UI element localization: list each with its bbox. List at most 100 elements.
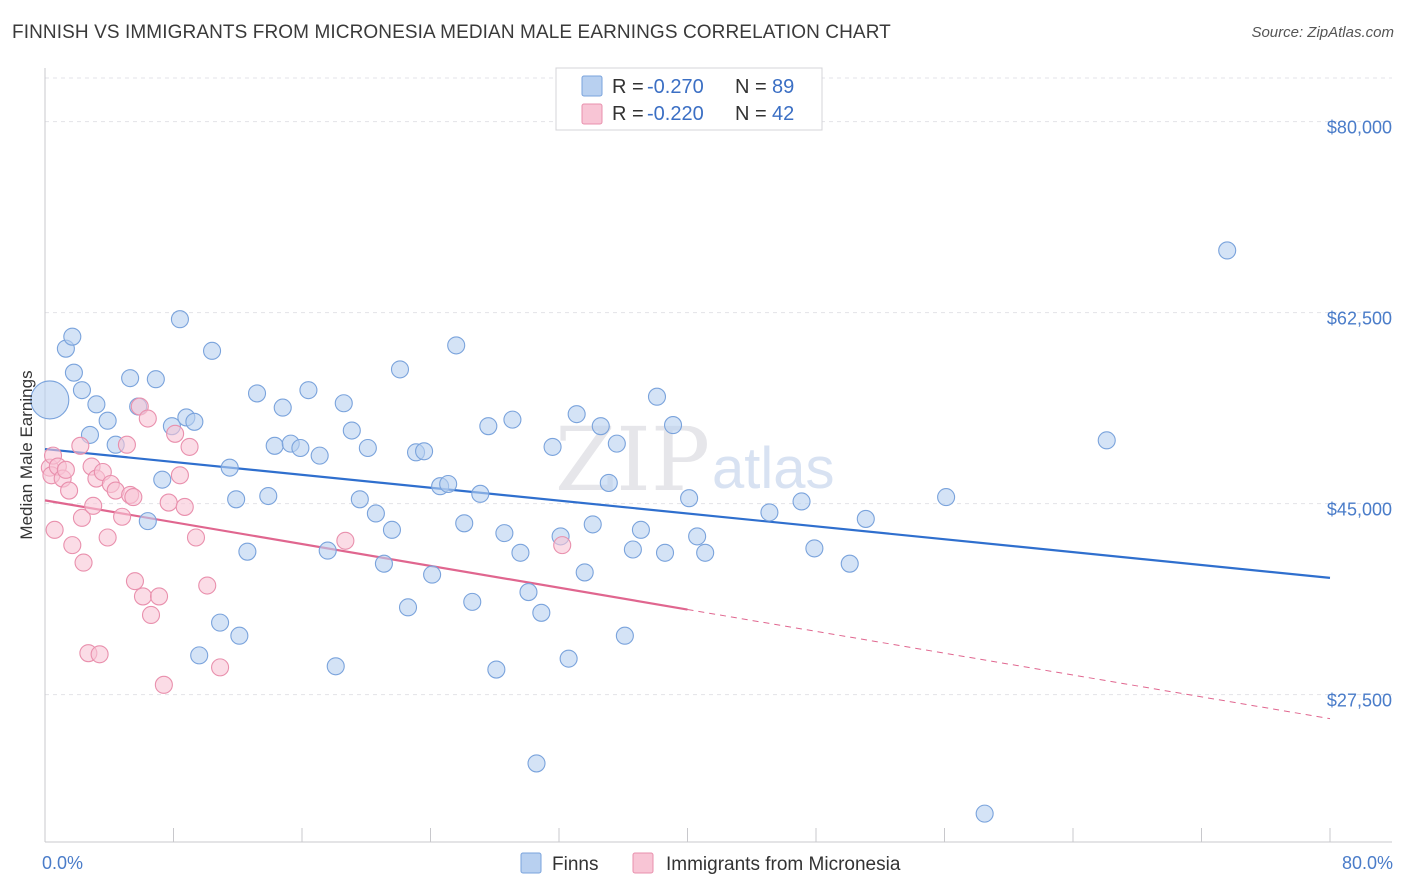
micronesia-point <box>74 553 93 572</box>
finns-point <box>238 542 257 561</box>
micronesia-point <box>117 435 136 454</box>
micronesia-point <box>149 587 169 606</box>
finns-point <box>760 503 779 522</box>
finns-point <box>423 565 442 584</box>
micronesia-point <box>211 658 230 677</box>
finns-point <box>495 524 514 543</box>
finns-point <box>342 421 361 440</box>
finns-point <box>655 543 675 562</box>
finns-point <box>366 504 385 523</box>
micronesia-point <box>133 587 153 606</box>
finns-point <box>599 473 618 492</box>
watermark-atlas: atlas <box>712 436 835 501</box>
finns-point <box>382 520 402 539</box>
finns-point <box>631 520 650 539</box>
grid-layer <box>45 77 1392 696</box>
micronesia-point <box>553 536 572 555</box>
legend-micronesia-label: Immigrants from Micronesia <box>666 854 901 875</box>
micronesia-point <box>72 508 91 527</box>
finns-point <box>511 543 530 562</box>
finns-point <box>680 489 699 508</box>
finns-point <box>519 583 538 602</box>
micronesia-r-value: -0.220 <box>647 103 704 125</box>
finns-point <box>310 446 329 465</box>
finns-point <box>463 592 482 611</box>
micronesia-point <box>125 572 144 591</box>
micronesia-point <box>175 497 194 516</box>
finns-point <box>203 341 222 360</box>
finns-point <box>471 484 490 503</box>
finns-point <box>623 540 642 559</box>
finns-point <box>299 381 318 400</box>
micronesia-n-label: N = <box>735 103 767 125</box>
micronesia-point <box>60 481 79 500</box>
finns-point <box>64 363 83 382</box>
finns-point <box>190 646 209 665</box>
finns-point <box>591 417 610 436</box>
finns-r-value: -0.270 <box>647 76 704 98</box>
finns-point <box>583 515 602 534</box>
finns-point <box>856 509 875 528</box>
finns-point <box>211 613 230 632</box>
finns-point <box>87 395 106 414</box>
y-axis-title: Median Male Earnings <box>17 370 36 539</box>
chart-source: Source: ZipAtlas.com <box>1251 24 1394 41</box>
finns-point <box>696 543 715 562</box>
micronesia-point <box>166 424 185 443</box>
finns-r-label: R = <box>612 76 644 98</box>
finns-point <box>358 438 377 458</box>
points-layer <box>30 241 1237 823</box>
finns-point <box>63 327 82 346</box>
finns-point <box>688 527 707 546</box>
micronesia-point <box>84 496 103 515</box>
legend-finns-swatch <box>520 852 542 874</box>
micronesia-n-value: 42 <box>772 103 794 125</box>
finns-n-value: 89 <box>772 76 794 98</box>
micronesia-point <box>90 645 109 664</box>
micronesia-point <box>138 409 157 428</box>
finns-point <box>527 754 546 773</box>
finns-point <box>220 458 239 477</box>
finns-point <box>532 603 551 622</box>
micronesia-point <box>56 460 75 479</box>
finns-point <box>503 410 522 429</box>
finns-point <box>121 369 140 388</box>
finns-point <box>607 434 626 453</box>
finns-point <box>975 804 994 823</box>
finns-point <box>792 492 811 511</box>
finns-point <box>230 626 249 645</box>
finns-point <box>350 490 369 509</box>
finns-point <box>291 438 310 458</box>
y-tick-label: $62,500 <box>1327 309 1392 329</box>
finns-point <box>185 412 204 431</box>
finns-n-label: N = <box>735 76 767 98</box>
micronesia-point <box>336 531 355 550</box>
finns-point <box>567 405 586 424</box>
micronesia-r-label: R = <box>612 103 644 125</box>
finns-legend-swatch <box>581 75 603 97</box>
micronesia-point <box>170 466 189 485</box>
finns-point <box>30 380 70 420</box>
finns-point <box>575 563 594 582</box>
finns-point <box>559 649 578 668</box>
finns-point <box>455 514 474 533</box>
finns-point <box>663 416 683 435</box>
y-tick-label: $45,000 <box>1327 500 1392 520</box>
micronesia-trend-extension <box>687 609 1331 720</box>
finns-point <box>138 512 157 531</box>
finns-point <box>647 387 667 406</box>
finns-point <box>318 541 337 560</box>
finns-point <box>259 486 278 506</box>
y-tick-label: $80,000 <box>1327 118 1392 138</box>
finns-point <box>487 660 506 679</box>
finns-point <box>415 442 434 461</box>
finns-point <box>805 539 824 558</box>
finns-point <box>479 417 498 436</box>
finns-point <box>840 554 859 573</box>
micronesia-point <box>154 675 173 694</box>
finns-trend-line <box>44 447 1331 579</box>
micronesia-point <box>71 436 90 455</box>
finns-point <box>273 398 292 417</box>
finns-point <box>326 657 345 676</box>
